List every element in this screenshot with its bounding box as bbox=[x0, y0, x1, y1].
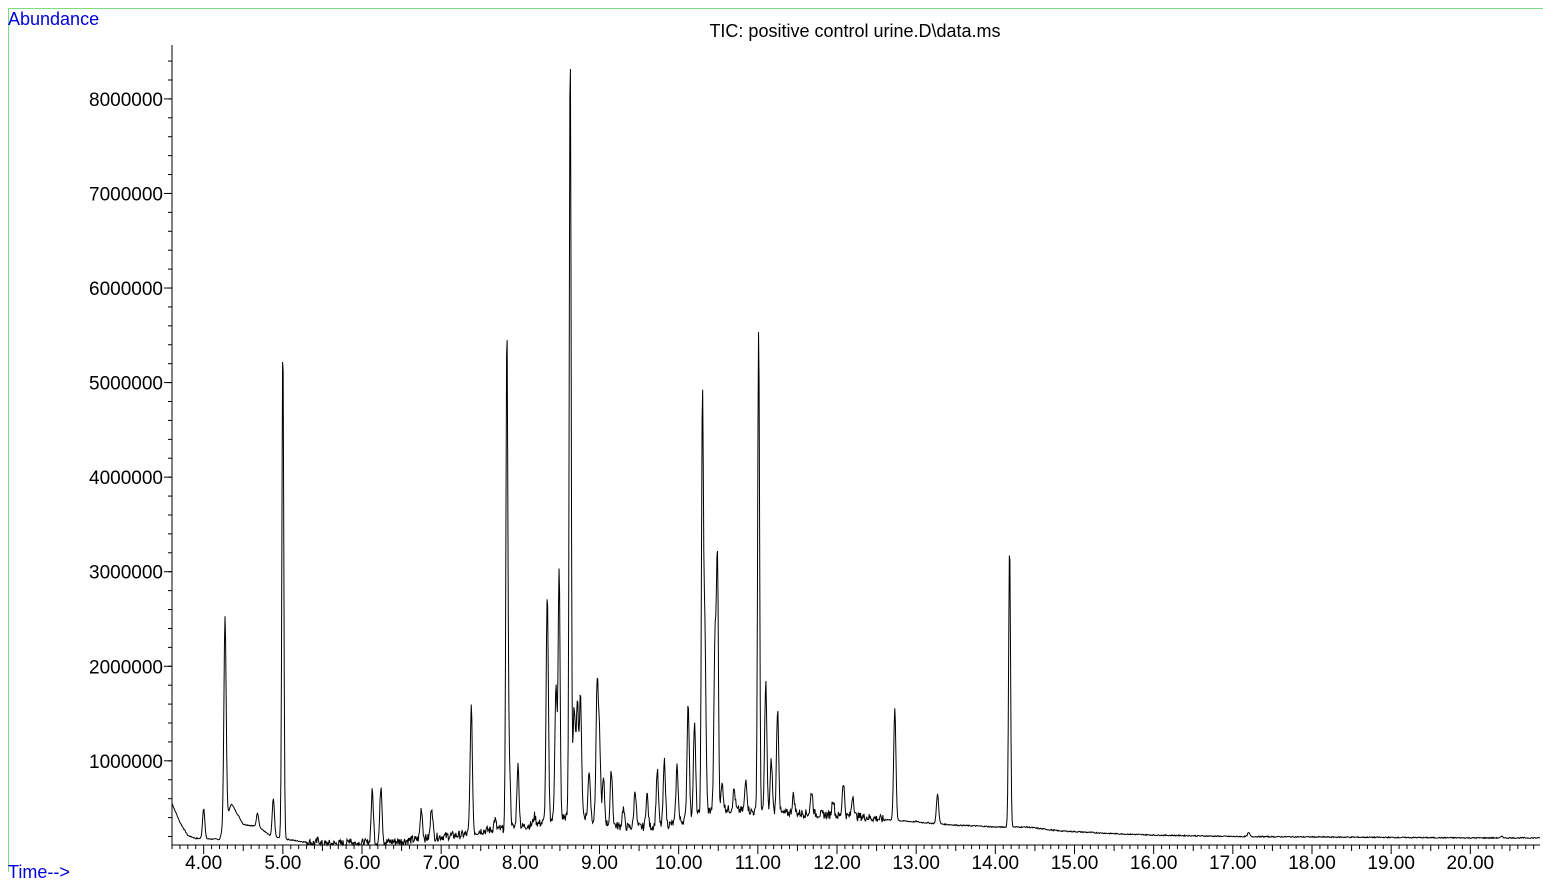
y-tick-label: 3000000 bbox=[89, 563, 163, 584]
x-tick-label: 14.00 bbox=[972, 853, 1020, 872]
x-tick-label: 16.00 bbox=[1130, 853, 1178, 872]
chart-title: TIC: positive control urine.D\data.ms bbox=[709, 21, 1001, 41]
x-tick-label: 8.00 bbox=[502, 853, 539, 872]
y-tick-label: 8000000 bbox=[89, 90, 163, 111]
x-tick-label: 15.00 bbox=[1051, 853, 1099, 872]
x-tick-label: 9.00 bbox=[581, 853, 618, 872]
tic-trace-line bbox=[171, 69, 1541, 847]
x-tick-label: 20.00 bbox=[1447, 853, 1495, 872]
x-tick-label: 4.00 bbox=[185, 853, 222, 872]
x-tick-label: 5.00 bbox=[264, 853, 301, 872]
x-axis: 4.00 5.00 6.00 7.00 8.00 9.00 10.00 11.00 12.00 1… bbox=[171, 844, 1540, 872]
y-axis: 1000000 2000000 3000000 4000000 5000000 60000… bbox=[89, 45, 173, 845]
x-tick-label: 13.00 bbox=[892, 853, 940, 872]
x-tick-label: 12.00 bbox=[813, 853, 861, 872]
y-axis-label: Abundance bbox=[8, 9, 100, 29]
y-tick-label: 5000000 bbox=[89, 374, 163, 395]
y-tick-label: 6000000 bbox=[89, 279, 163, 300]
y-tick-label: 2000000 bbox=[89, 657, 163, 678]
x-tick-label: 6.00 bbox=[344, 853, 381, 872]
x-tick-label: 19.00 bbox=[1367, 853, 1415, 872]
x-tick-label: 10.00 bbox=[655, 853, 703, 872]
x-tick-label: 17.00 bbox=[1209, 853, 1257, 872]
y-tick-label: 4000000 bbox=[89, 468, 163, 489]
x-tick-label: 18.00 bbox=[1288, 853, 1336, 872]
x-tick-label: 11.00 bbox=[735, 853, 781, 872]
chart-frame bbox=[8, 8, 1543, 872]
y-tick-label: 7000000 bbox=[89, 184, 163, 205]
x-tick-label: 7.00 bbox=[423, 853, 460, 872]
y-tick-label: 1000000 bbox=[89, 752, 163, 773]
